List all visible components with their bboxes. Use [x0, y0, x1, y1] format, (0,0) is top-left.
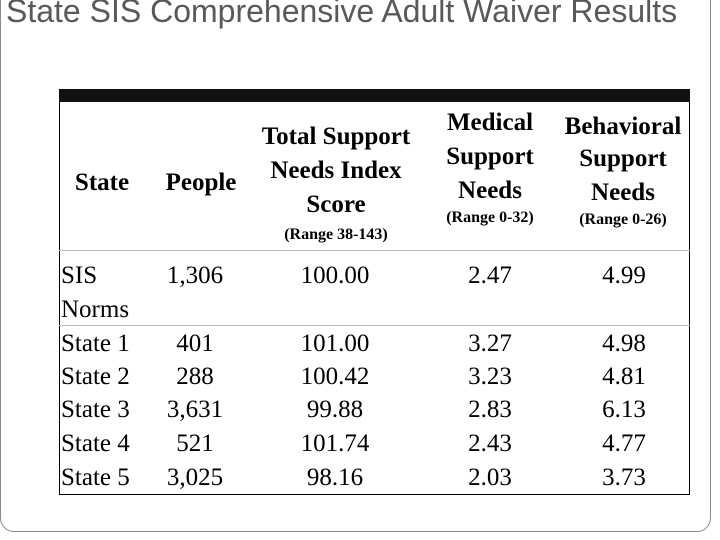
header-behavioral-line2: Support: [579, 145, 667, 172]
row-norms-behavioral: 4.99: [602, 262, 646, 289]
table-row-medical: 3.23: [468, 363, 512, 390]
table-row-behavioral: 4.98: [602, 330, 646, 357]
table-row-state: State 2: [61, 363, 130, 390]
table-row-medical: 3.27: [468, 330, 512, 357]
table-row-behavioral: 3.73: [602, 464, 646, 491]
slide-frame: [0, 0, 711, 532]
row-norms-medical: 2.47: [468, 262, 512, 289]
header-state: State: [74, 169, 130, 196]
table-row-state: State 4: [61, 430, 130, 457]
row-norms-state-line2: Norms: [61, 296, 130, 323]
header-medical-range: (Range 0-32): [446, 209, 534, 226]
norms-divider: [59, 325, 690, 326]
row-norms-people: 1,306: [166, 262, 224, 289]
table-row-people: 521: [176, 430, 214, 457]
header-medical-line1: Medical: [446, 109, 534, 136]
slide-title: State SIS Comprehensive Adult Waiver Res…: [6, 0, 678, 29]
table-row-behavioral: 4.77: [602, 430, 646, 457]
table-row-behavioral: 6.13: [602, 396, 646, 423]
header-total-support-range: (Range 38-143): [284, 226, 388, 243]
header-behavioral-range: (Range 0-26): [579, 211, 667, 228]
table-row-behavioral: 4.81: [602, 363, 646, 390]
table-row-medical: 2.83: [468, 396, 512, 423]
header-total-support-line3: Score: [306, 191, 366, 218]
table-row-total: 101.74: [300, 430, 370, 457]
table-row-medical: 2.43: [468, 430, 512, 457]
row-norms-total: 100.00: [300, 262, 370, 289]
table-row-state: State 1: [61, 330, 130, 357]
row-norms-state-line1: SIS: [61, 262, 98, 289]
header-divider: [59, 250, 690, 251]
table-row-state: State 3: [61, 396, 130, 423]
table-row-people: 3,631: [166, 396, 224, 423]
table-row-people: 288: [176, 363, 214, 390]
table-row-medical: 2.03: [468, 464, 512, 491]
header-medical-line2: Support: [446, 143, 534, 170]
header-total-support-line2: Needs Index: [270, 157, 402, 184]
table-row-total: 99.88: [306, 396, 364, 423]
header-behavioral-line1: Behavioral: [564, 113, 682, 140]
table-row-total: 100.42: [300, 363, 370, 390]
header-people: People: [165, 169, 237, 196]
header-total-support-line1: Total Support: [261, 123, 411, 150]
table-row-people: 3,025: [166, 464, 224, 491]
header-behavioral-line3: Needs: [591, 179, 655, 206]
table-top-bar: [59, 89, 690, 102]
table-row-total: 101.00: [300, 330, 370, 357]
table-row-people: 401: [176, 330, 214, 357]
table-row-total: 98.16: [306, 464, 364, 491]
table-row-state: State 5: [61, 464, 130, 491]
header-medical-line3: Needs: [458, 177, 522, 204]
